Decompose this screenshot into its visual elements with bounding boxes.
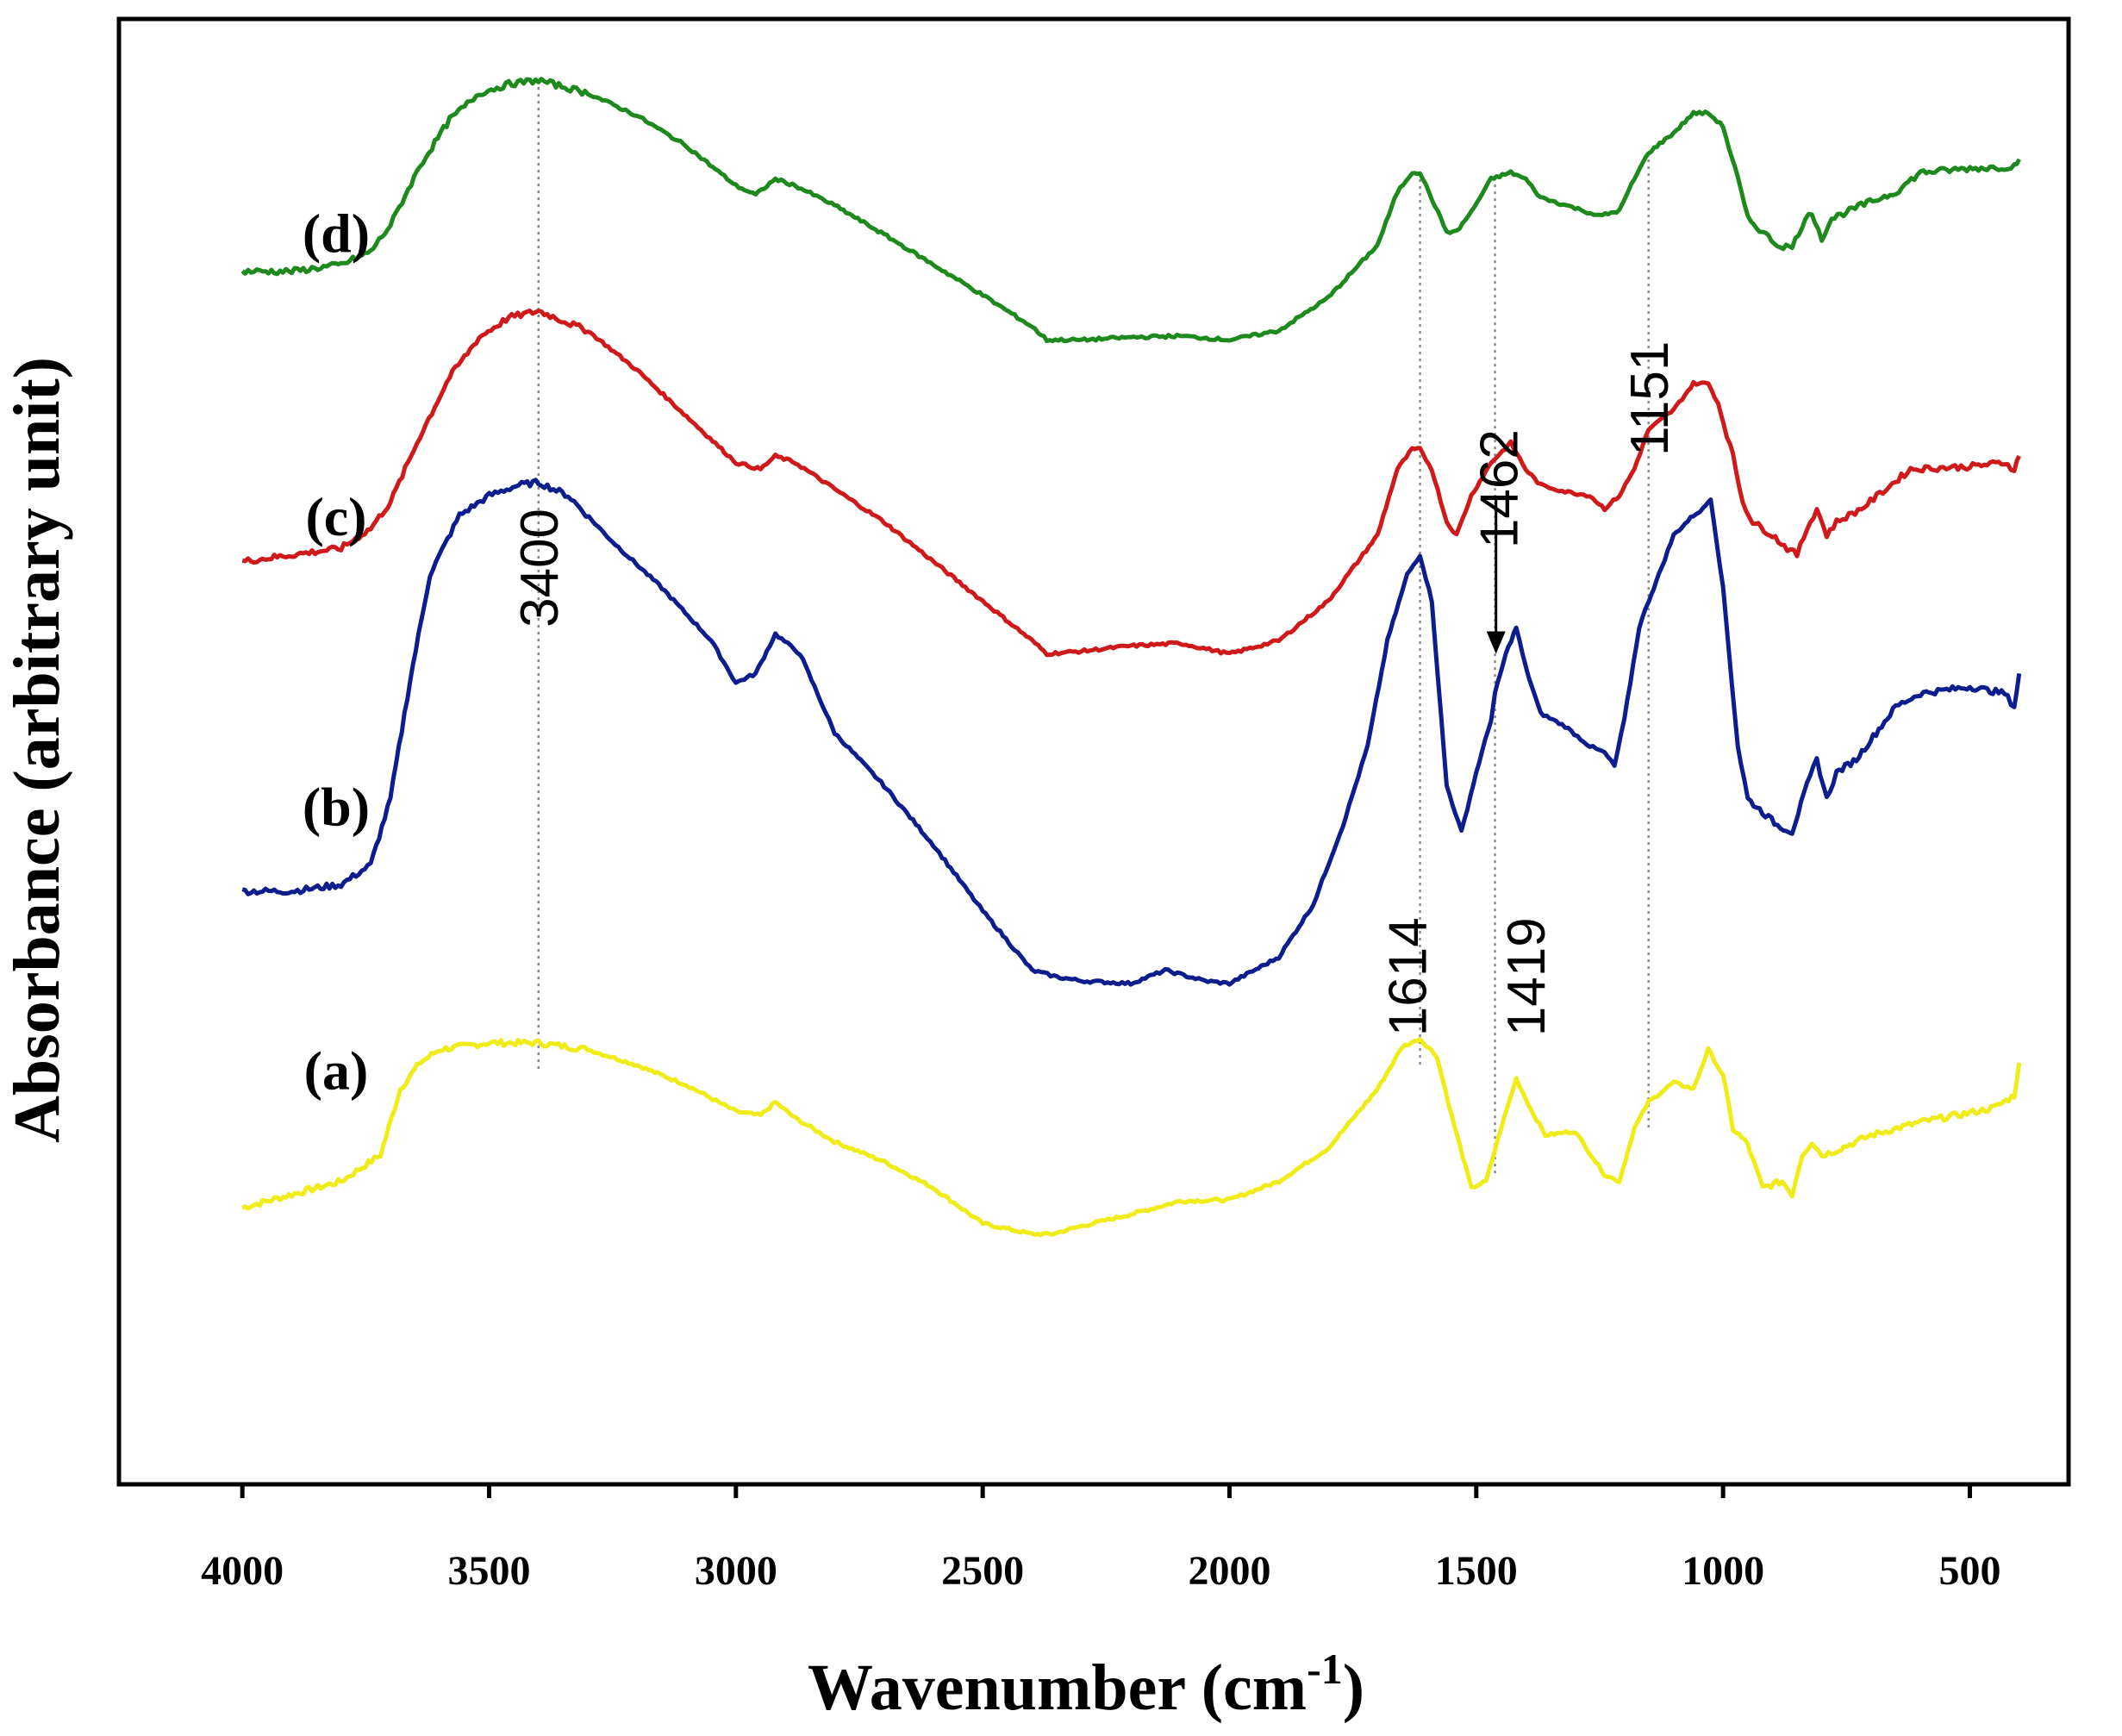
- x-tick-label-2000: 2000: [1188, 1548, 1270, 1594]
- x-axis-title-main: Wavenumber (cm: [808, 1652, 1307, 1724]
- peak-label-1151: 1151: [1620, 341, 1680, 456]
- x-tick-label-4000: 4000: [201, 1548, 284, 1594]
- series-line-c: [241, 308, 2021, 658]
- arrow-head: [1486, 631, 1506, 654]
- peak-label-1419: 1419: [1497, 917, 1557, 1036]
- x-tick-label-500: 500: [1938, 1548, 2000, 1594]
- x-axis-title-superscript: -1: [1307, 1645, 1343, 1693]
- series-label-b: (b): [303, 776, 370, 837]
- x-tick-label-1000: 1000: [1682, 1548, 1764, 1594]
- series-line-d: [240, 77, 2021, 344]
- plot-frame: [116, 16, 2071, 1487]
- series-label-d: (d): [303, 203, 370, 264]
- x-tick-label-3500: 3500: [447, 1548, 530, 1594]
- peak-label-1614: 1614: [1379, 917, 1439, 1036]
- y-axis-title: Absorbance (arbitrary unit): [1, 357, 73, 1143]
- series-label-a: (a): [304, 1040, 369, 1101]
- x-tick-label-3000: 3000: [695, 1548, 777, 1594]
- series-line-a: [241, 1037, 2022, 1238]
- peak-label-1462: 1462: [1470, 429, 1530, 548]
- x-tick-label-1500: 1500: [1435, 1548, 1518, 1594]
- peak-label-3400: 3400: [510, 509, 570, 628]
- series-line-b: [241, 478, 2022, 987]
- x-tick-label-2500: 2500: [941, 1548, 1024, 1594]
- x-axis-title: Wavenumber (cm-1): [808, 1645, 1364, 1724]
- series-label-c: (c): [305, 486, 366, 547]
- x-axis-title-close: ): [1343, 1652, 1364, 1724]
